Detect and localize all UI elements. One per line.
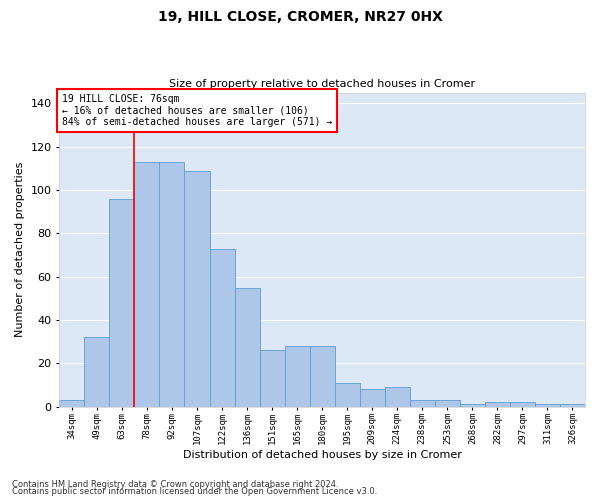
Bar: [184, 170, 209, 406]
Bar: [109, 198, 134, 406]
Bar: [209, 248, 235, 406]
Bar: [284, 346, 310, 406]
Title: Size of property relative to detached houses in Cromer: Size of property relative to detached ho…: [169, 79, 475, 89]
Bar: [435, 400, 460, 406]
Text: 19 HILL CLOSE: 76sqm
← 16% of detached houses are smaller (106)
84% of semi-deta: 19 HILL CLOSE: 76sqm ← 16% of detached h…: [62, 94, 332, 128]
Bar: [560, 404, 585, 406]
Bar: [59, 400, 85, 406]
Bar: [510, 402, 535, 406]
Bar: [385, 387, 410, 406]
Bar: [485, 402, 510, 406]
Bar: [310, 346, 335, 406]
Text: 19, HILL CLOSE, CROMER, NR27 0HX: 19, HILL CLOSE, CROMER, NR27 0HX: [158, 10, 442, 24]
Bar: [335, 383, 360, 406]
Text: Contains public sector information licensed under the Open Government Licence v3: Contains public sector information licen…: [12, 487, 377, 496]
Bar: [260, 350, 284, 406]
Bar: [160, 162, 184, 406]
Bar: [360, 390, 385, 406]
Bar: [535, 404, 560, 406]
Y-axis label: Number of detached properties: Number of detached properties: [15, 162, 25, 338]
Bar: [85, 338, 109, 406]
Bar: [134, 162, 160, 406]
Bar: [235, 288, 260, 406]
Bar: [460, 404, 485, 406]
X-axis label: Distribution of detached houses by size in Cromer: Distribution of detached houses by size …: [183, 450, 461, 460]
Text: Contains HM Land Registry data © Crown copyright and database right 2024.: Contains HM Land Registry data © Crown c…: [12, 480, 338, 489]
Bar: [410, 400, 435, 406]
